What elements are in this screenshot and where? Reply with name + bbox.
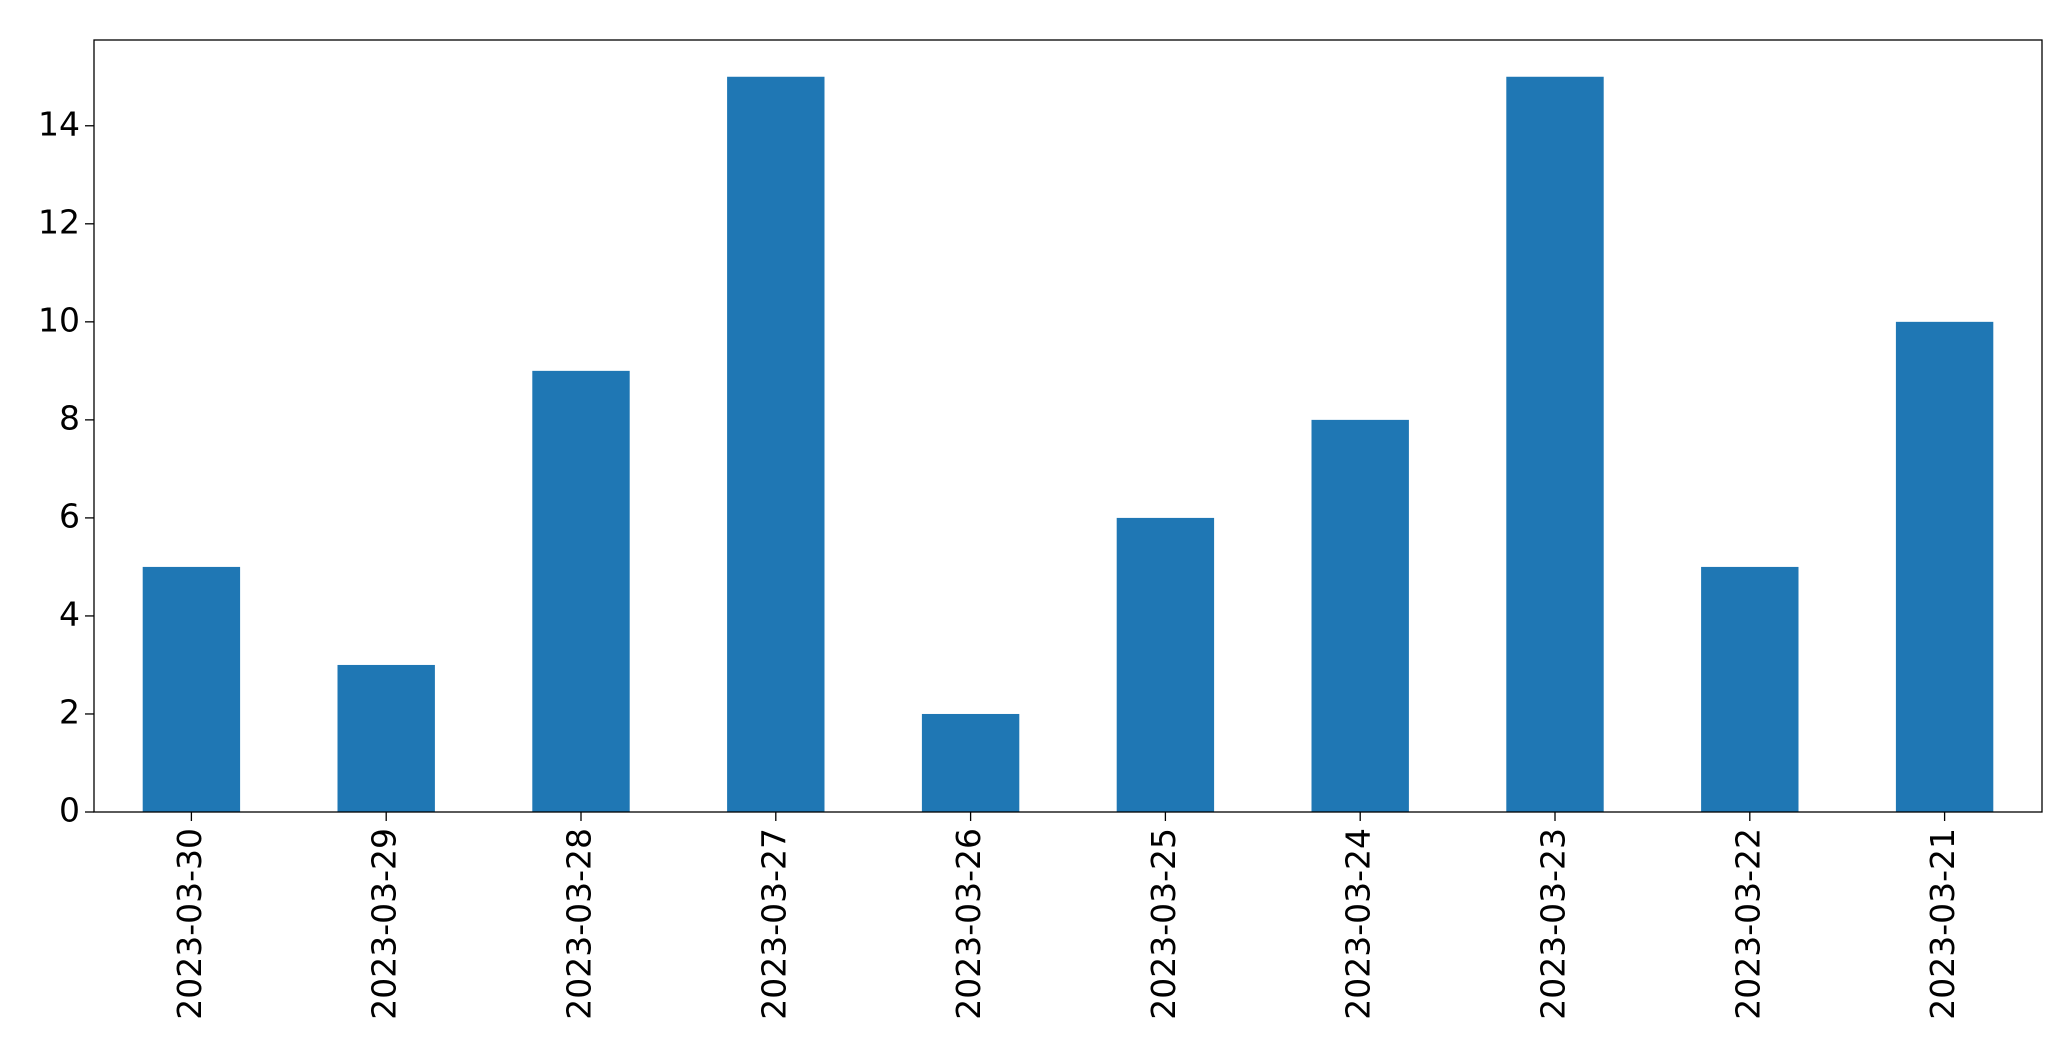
x-tick-label: 2023-03-23 <box>1534 828 1573 1020</box>
bar <box>337 664 435 812</box>
bar <box>1311 419 1409 812</box>
bar <box>1506 76 1604 812</box>
bar <box>1895 321 1994 812</box>
y-tick-label: 8 <box>59 398 80 437</box>
x-tick-label: 2023-03-24 <box>1339 828 1378 1020</box>
x-tick-label: 2023-03-28 <box>560 828 599 1020</box>
bar <box>1701 566 1799 812</box>
x-tick-label: 2023-03-29 <box>365 828 404 1020</box>
y-tick-label: 14 <box>38 104 80 143</box>
y-tick-label: 2 <box>59 692 80 731</box>
x-tick-label: 2023-03-26 <box>949 828 988 1020</box>
bar <box>532 370 630 812</box>
x-tick-label: 2023-03-30 <box>170 828 209 1020</box>
bar <box>1116 517 1215 812</box>
x-tick-label: 2023-03-22 <box>1728 828 1767 1020</box>
y-tick-label: 12 <box>38 202 80 241</box>
x-tick-label: 2023-03-25 <box>1144 828 1183 1020</box>
x-tick-label: 2023-03-27 <box>754 828 793 1020</box>
y-tick-label: 0 <box>59 791 80 830</box>
bar <box>142 566 241 812</box>
y-tick-label: 10 <box>38 300 80 339</box>
y-tick-label: 6 <box>59 496 80 535</box>
plot-frame <box>93 39 2043 813</box>
bar <box>921 713 1020 812</box>
bar <box>727 76 825 812</box>
y-tick-label: 4 <box>59 594 80 633</box>
x-tick-label: 2023-03-21 <box>1923 828 1962 1020</box>
